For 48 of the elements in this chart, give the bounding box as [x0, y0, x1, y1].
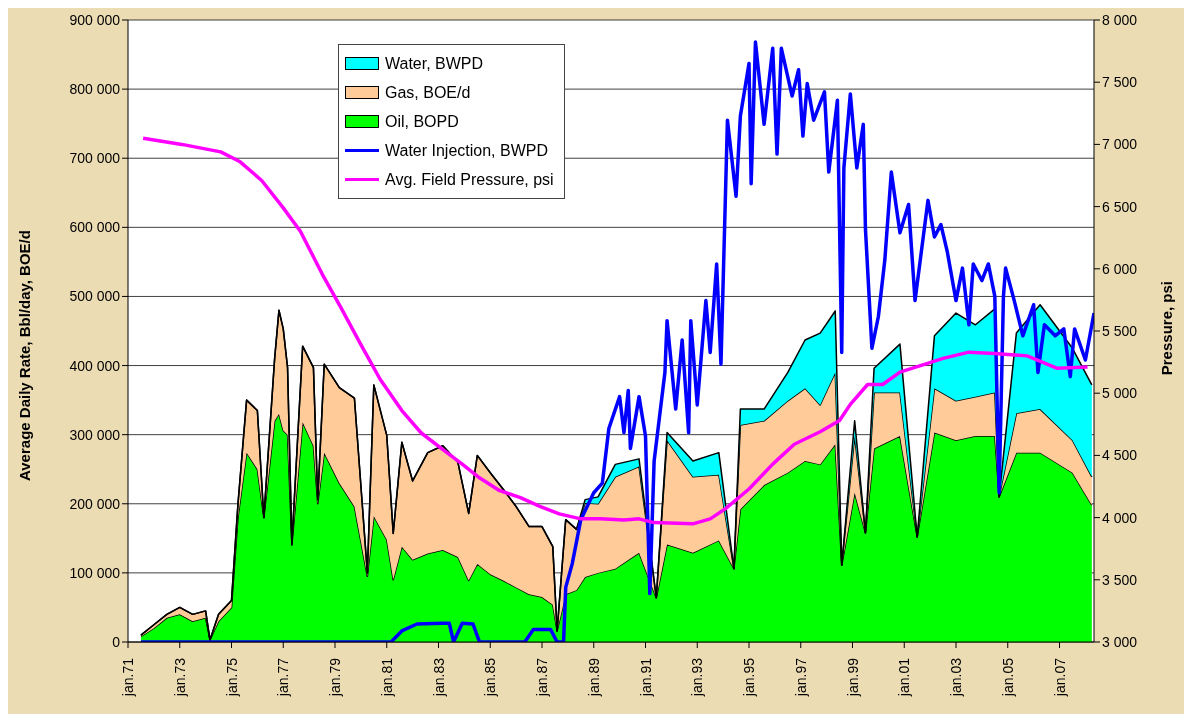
y2-tick-label: 4 500	[1102, 447, 1138, 464]
y2-tick-label: 4 000	[1102, 509, 1138, 526]
x-tick-label: jan.87	[534, 657, 550, 698]
y2-tick-label: 7 000	[1102, 136, 1138, 153]
x-tick-label: jan.83	[430, 657, 447, 698]
x-tick-label: jan.99	[844, 657, 861, 698]
x-tick-label: jan.97	[792, 657, 809, 698]
x-tick-label: jan.71	[120, 657, 136, 698]
y2-tick-label: 7 500	[1102, 74, 1138, 91]
y-axis-title: Average Daily Rate, Bbl/day, BOE/d	[16, 230, 34, 481]
y2-tick-label: 6 500	[1102, 198, 1138, 215]
y-tick-label: 700 000	[69, 150, 121, 167]
x-tick-label: jan.91	[637, 657, 654, 698]
y2-tick-label: 3 500	[1102, 571, 1138, 588]
legend-label: Oil, BOPD	[385, 112, 459, 131]
y-tick-label: 200 000	[69, 495, 121, 512]
legend-label: Water Injection, BWPD	[385, 141, 549, 160]
x-tick-label: jan.03	[948, 657, 964, 698]
y2-tick-label: 3 000	[1102, 633, 1138, 650]
y-tick-label: 300 000	[69, 426, 121, 443]
y-tick-label: 600 000	[69, 219, 121, 236]
y-tick-label: 100 000	[69, 564, 121, 581]
x-tick-label: jan.05	[999, 657, 1016, 698]
x-tick-label: jan.77	[275, 657, 292, 698]
y2-axis-title: Pressure, psi	[1158, 281, 1176, 376]
x-tick-label: jan.75	[223, 657, 240, 698]
legend-label: Avg. Field Pressure, psi	[385, 170, 554, 189]
x-tick-label: jan.01	[896, 657, 913, 698]
x-tick-label: jan.95	[741, 657, 757, 698]
y2-tick-label: 5 500	[1102, 322, 1138, 339]
x-tick-label: jan.07	[1051, 657, 1068, 698]
y-tick-label: 0	[112, 633, 121, 650]
x-tick-label: jan.73	[171, 657, 188, 698]
legend-label: Gas, BOE/d	[385, 83, 471, 102]
x-tick-label: jan.93	[689, 657, 706, 698]
x-tick-label: jan.89	[585, 657, 602, 698]
line-series	[141, 136, 1090, 526]
legend-label: Water, BWPD	[385, 54, 484, 73]
y2-tick-label: 6 000	[1102, 260, 1138, 277]
x-tick-label: jan.81	[378, 657, 395, 698]
x-tick-label: jan.79	[327, 657, 343, 698]
x-tick-label: jan.85	[482, 657, 499, 698]
y-tick-label: 400 000	[69, 357, 121, 374]
y-tick-label: 500 000	[69, 288, 121, 305]
y-tick-label: 900 000	[69, 11, 121, 28]
y-tick-label: 800 000	[69, 81, 121, 98]
y2-tick-label: 5 000	[1102, 385, 1138, 402]
y2-tick-label: 8 000	[1102, 11, 1138, 28]
